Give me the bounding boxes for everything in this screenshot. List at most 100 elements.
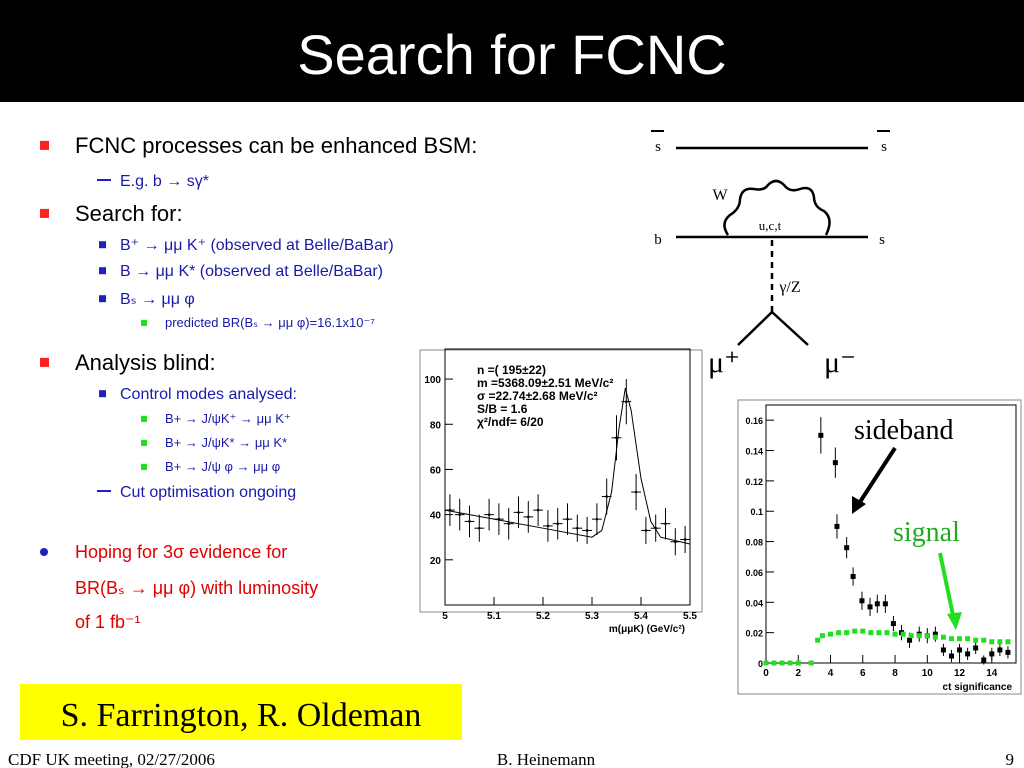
bullet-dot: [40, 548, 48, 556]
point: [876, 630, 882, 636]
point: [1005, 639, 1011, 645]
x-tick-label: 2: [795, 668, 801, 679]
data-point: [562, 503, 573, 535]
diagram-label: u,c,t: [759, 218, 782, 233]
fit-stats: S/B = 1.6: [477, 402, 528, 416]
bullet-text: Cut optimisation ongoing: [120, 484, 296, 501]
point: [458, 513, 462, 516]
point: [892, 631, 898, 637]
x-tick-label: 5: [442, 611, 448, 622]
y-tick-label: 0: [758, 659, 763, 669]
y-tick-label: 100: [424, 375, 441, 386]
point: [859, 598, 865, 604]
point: [997, 647, 1003, 653]
point: [595, 517, 599, 521]
point: [989, 651, 995, 657]
point: [997, 639, 1003, 645]
diagram-label: γ/Z: [778, 279, 800, 296]
point: [916, 633, 922, 639]
point: [882, 601, 888, 607]
bullet-marker: [99, 241, 106, 249]
point: [973, 637, 979, 643]
point: [576, 526, 579, 530]
muon-line: [737, 311, 773, 346]
data-point: [533, 494, 543, 526]
bullet-marker: [99, 390, 106, 398]
data-point: [641, 516, 651, 544]
point: [634, 490, 638, 494]
point: [957, 647, 963, 653]
arrow: [856, 446, 897, 507]
point: [683, 538, 687, 541]
point: [852, 628, 858, 634]
point: [808, 660, 814, 666]
point: [868, 630, 874, 636]
x-tick-label: 12: [954, 668, 966, 679]
data-point: [592, 503, 602, 535]
fit-stats: σ =22.74±2.68 MeV/c²: [477, 389, 598, 403]
x-tick-label: 0: [763, 668, 769, 679]
point: [828, 631, 834, 637]
x-tick-label: 4: [828, 668, 834, 679]
bullet-text: B+ → J/ψ φ → μμ φ: [165, 459, 280, 474]
fit-curve: [444, 387, 691, 545]
diagram-label: s: [879, 232, 885, 248]
bullet-text: B+ → J/ψK⁺ → μμ K⁺: [165, 411, 291, 426]
bullet-text: B → μμ K* (observed at Belle/BaBar): [120, 263, 383, 280]
point: [818, 432, 824, 438]
point: [834, 523, 840, 529]
point: [815, 637, 821, 643]
point: [932, 631, 938, 637]
point: [890, 621, 896, 627]
point: [850, 573, 856, 579]
point: [948, 653, 954, 659]
bullet-marker: [40, 208, 49, 218]
series-label: sideband: [854, 415, 954, 446]
bullet-marker: [141, 439, 147, 446]
bullet-text: B⁺ → μμ K⁺ (observed at Belle/BaBar): [120, 237, 394, 254]
diagram-label: b: [654, 232, 662, 248]
y-tick-label: 0.02: [745, 629, 763, 639]
data-point: [484, 498, 494, 531]
data-point: [543, 510, 553, 542]
data-point: [631, 473, 641, 511]
point: [517, 511, 520, 514]
point: [771, 660, 777, 666]
point: [819, 633, 825, 639]
diagram-label: s: [655, 139, 661, 155]
plot-panel: [737, 399, 1022, 695]
point: [832, 460, 838, 466]
bullet-marker: [141, 463, 147, 470]
point: [908, 633, 914, 639]
bullet-text: Control modes analysed:: [120, 386, 297, 403]
point: [487, 513, 491, 516]
muon-line: [771, 311, 809, 346]
x-axis-label: ct significance: [943, 682, 1013, 693]
point: [779, 660, 785, 666]
y-tick-label: 0.14: [745, 447, 763, 457]
data-point: [582, 516, 592, 544]
point: [507, 522, 511, 525]
point: [556, 522, 559, 525]
point: [836, 630, 842, 636]
data-point: [503, 507, 514, 540]
bullet-text: Search for:: [75, 201, 183, 226]
conclusion-line: of 1 fb⁻¹: [75, 612, 141, 632]
diagram-label: μ⁺: [708, 346, 740, 379]
point: [924, 633, 930, 639]
x-tick-label: 5.2: [536, 611, 550, 622]
point: [965, 651, 971, 657]
y-tick-label: 40: [430, 511, 442, 522]
y-tick-label: 80: [430, 420, 442, 431]
point: [625, 400, 628, 403]
point: [884, 630, 890, 636]
point: [900, 631, 906, 637]
y-tick-label: 0.06: [745, 568, 763, 578]
data-point: [464, 505, 475, 538]
diagram-label: s: [881, 139, 887, 155]
author: S. Farrington, R. Oldeman: [61, 697, 422, 734]
plot-frame: [765, 404, 1017, 664]
point: [860, 628, 866, 634]
conclusion-line: Hoping for 3σ evidence for: [75, 542, 287, 562]
